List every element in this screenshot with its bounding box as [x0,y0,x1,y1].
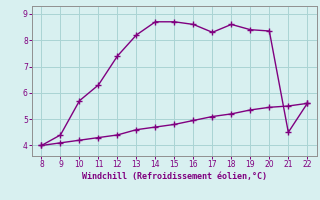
X-axis label: Windchill (Refroidissement éolien,°C): Windchill (Refroidissement éolien,°C) [82,172,267,181]
